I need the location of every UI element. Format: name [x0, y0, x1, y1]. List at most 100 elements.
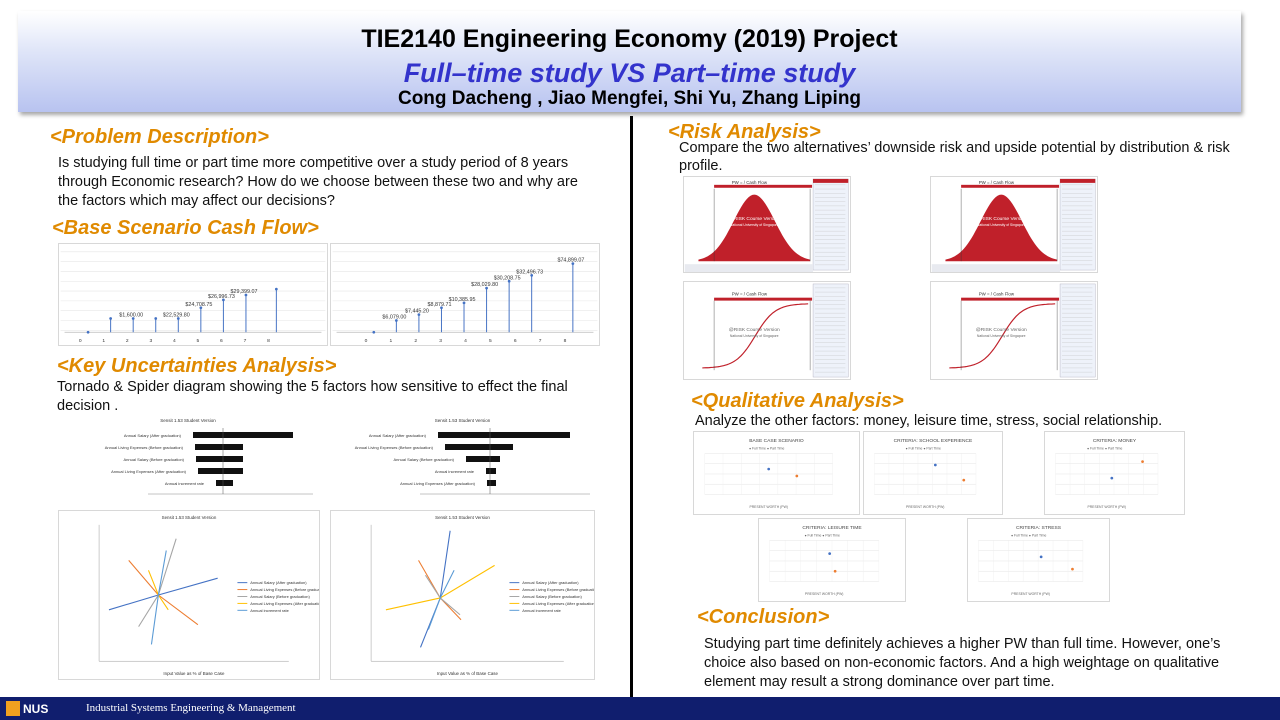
nus-logo: NUS	[6, 701, 48, 716]
spider-series-line	[150, 550, 167, 645]
spider-title: Sensit 1.53 Student Version	[162, 515, 217, 520]
x-tick-label: 6	[220, 338, 223, 344]
cashflow-value-label: $24,708.75	[185, 302, 212, 308]
cashflow-value-label: $10,385.95	[449, 297, 476, 303]
spider-series-line	[427, 570, 455, 630]
cashflow-point	[86, 330, 90, 334]
cashflow-point	[507, 279, 511, 283]
risk-range-bar	[961, 297, 1060, 301]
x-tick-label: 0	[79, 338, 82, 344]
poster-title: TIE2140 Engineering Economy (2019) Proje…	[361, 25, 898, 53]
spider-legend-label: Annual Living Expenses (After graduation…	[250, 601, 319, 606]
tornado-factor-label: Annual Salary (Before graduation)	[124, 457, 185, 462]
qual-x-axis-label: PRESENT WORTH (PW)	[805, 592, 843, 596]
qual-point-part-time	[1141, 460, 1144, 464]
qual-point-full-time	[1110, 476, 1114, 480]
cashflow-value-label: $26,996.73	[208, 294, 235, 300]
cashflow-point	[274, 287, 278, 291]
risk-profile-part-time: PW = / Cash Flow @RISK Course Version Nati…	[930, 281, 1098, 380]
cashflow-value-label: $32,496.73	[516, 269, 543, 275]
tornado-diagram-part-time: Sensit 1.53 Student Version Annual Salary…	[330, 414, 595, 509]
qual-chart-leisure-time: CRITERIA: LEISURE TIME ● Full Time ● Part…	[758, 518, 906, 602]
cashflow-value-label: $29,399.07	[231, 289, 258, 295]
spider-series-line	[138, 538, 177, 627]
x-tick-label: 3	[439, 338, 442, 344]
tornado-bar	[193, 432, 293, 438]
risk-range-bar	[714, 297, 813, 301]
spider-full-time-svg: Sensit 1.53 Student Version Input Value a…	[98, 515, 319, 676]
cashflow-value-label: $6,079.00	[382, 315, 406, 321]
cashflow-point	[462, 301, 466, 305]
qualitative-heading: <Qualitative Analysis>	[691, 390, 904, 412]
risk-profile-full-time-svg: PW = / Cash Flow @RISK Course VersionNati…	[684, 282, 850, 379]
x-tick-label: 3	[149, 338, 152, 344]
qual-point-full-time	[933, 463, 937, 467]
x-tick-label: 7	[539, 338, 542, 344]
spider-diagram-full-time: Sensit 1.53 Student Version Input Value a…	[58, 510, 320, 680]
tornado-factor-label: Annual increment rate	[435, 469, 475, 474]
qual-chart-money: CRITERIA: MONEY ● Full Time ● Part Time PR…	[1044, 431, 1185, 515]
cashflow-point	[394, 319, 398, 322]
qual-chart-leisure-time-svg: CRITERIA: LEISURE TIME ● Full Time ● Part…	[769, 525, 880, 596]
risk-statistics-table	[1059, 178, 1096, 271]
risk-watermark-sub: National University of Singapore	[730, 223, 779, 227]
risk-watermark: @RISK Course Version	[976, 216, 1027, 222]
cashflow-part-time-svg: 0 1 2 3 4 5 6 7 8 $6,079.00$7,445.20$8,879.71$10,…	[332, 251, 598, 344]
tornado-title: Sensit 1.53 Student Version	[435, 418, 491, 423]
cashflow-point	[372, 330, 376, 334]
qual-legend: ● Full Time ● Part Time	[805, 534, 840, 538]
x-tick-label: 7	[244, 338, 247, 344]
qual-chart-money-svg: CRITERIA: MONEY ● Full Time ● Part Time PR…	[1055, 438, 1159, 509]
qual-chart-title: CRITERIA: SCHOOL EXPERIENCE	[894, 438, 973, 444]
risk-watermark: @RISK Course Version	[729, 327, 780, 333]
qual-point-full-time	[828, 552, 832, 555]
qual-point-part-time	[833, 569, 837, 573]
column-divider	[630, 116, 633, 698]
problem-heading: <Problem Description>	[50, 126, 269, 148]
qual-point-part-time	[962, 478, 966, 482]
qual-legend: ● Full Time ● Part Time	[749, 447, 784, 451]
spider-legend-label: Annual increment rate	[522, 608, 561, 613]
tornado-bar	[487, 480, 496, 486]
x-tick-label: 2	[126, 338, 129, 344]
nus-crest-icon	[6, 701, 20, 716]
cashflow-value-label: $7,445.20	[405, 309, 429, 315]
risk-watermark-sub: National University of Singapore	[977, 223, 1026, 227]
cashflow-value-label: $22,529.80	[163, 313, 190, 319]
risk-range-bar	[714, 184, 813, 188]
risk-cumulative-curve	[949, 303, 1056, 369]
tornado-factor-label: Annual Salary (Before graduation)	[394, 457, 455, 462]
qual-legend: ● Full Time ● Part Time	[906, 447, 941, 451]
qual-chart-school-experience: CRITERIA: SCHOOL EXPERIENCE ● Full Time ●…	[863, 431, 1003, 515]
x-tick-label: 4	[173, 338, 176, 344]
spider-series-line	[108, 577, 218, 611]
qual-chart-stress: CRITERIA: STRESS ● Full Time ● Part Time P…	[967, 518, 1110, 602]
cashflow-point	[485, 286, 488, 290]
cashflow-point	[222, 298, 225, 302]
cashflow-part-time-chart: 0 1 2 3 4 5 6 7 8 $6,079.00 $7,445.20 $8,879.71 $10,…	[330, 243, 600, 346]
spider-legend-label: Annual Salary (Before graduation)	[522, 594, 582, 599]
spider-part-time-svg: Sensit 1.53 Student Version Input Value a…	[370, 515, 594, 676]
risk-text: Compare the two alternatives’ downside r…	[679, 140, 1230, 174]
tornado-factor-label: Annual increment rate	[165, 481, 205, 486]
risk-watermark-sub: National University of Singapore	[730, 334, 779, 338]
spider-title: Sensit 1.53 Student Version	[435, 515, 490, 520]
cashflow-value-label: $30,208.75	[494, 275, 521, 281]
qual-chart-base-case: BASE CASE SCENARIO ● Full Time ● Part Tim…	[693, 431, 860, 515]
qual-chart-base-case-svg: BASE CASE SCENARIO ● Full Time ● Part Tim…	[704, 438, 833, 509]
tornado-factor-label: Annual Living Expenses (After graduation…	[111, 469, 187, 474]
tornado-factor-label: Annual Salary (After graduation)	[124, 433, 182, 438]
cashflow-point	[199, 306, 203, 310]
tornado-bar	[195, 444, 243, 450]
risk-profile-part-time-svg: PW = / Cash Flow @RISK Course VersionNati…	[931, 282, 1097, 379]
cashflow-point	[571, 262, 575, 265]
risk-distribution-full-time-svg: PW = / Cash Flow @RISK Course VersionNati…	[684, 177, 850, 272]
spider-legend-label: Annual Salary (After graduation)	[250, 580, 307, 585]
qual-x-axis-label: PRESENT WORTH (PW)	[1087, 505, 1125, 509]
spider-legend-label: Annual Living Expenses (Before graduatio…	[250, 587, 319, 592]
cashflow-heading: <Base Scenario Cash Flow>	[52, 217, 319, 239]
conclusion-heading: <Conclusion>	[697, 606, 830, 628]
cashflow-point	[154, 317, 158, 320]
cashflow-point	[131, 317, 135, 320]
qual-chart-title: BASE CASE SCENARIO	[749, 438, 804, 444]
